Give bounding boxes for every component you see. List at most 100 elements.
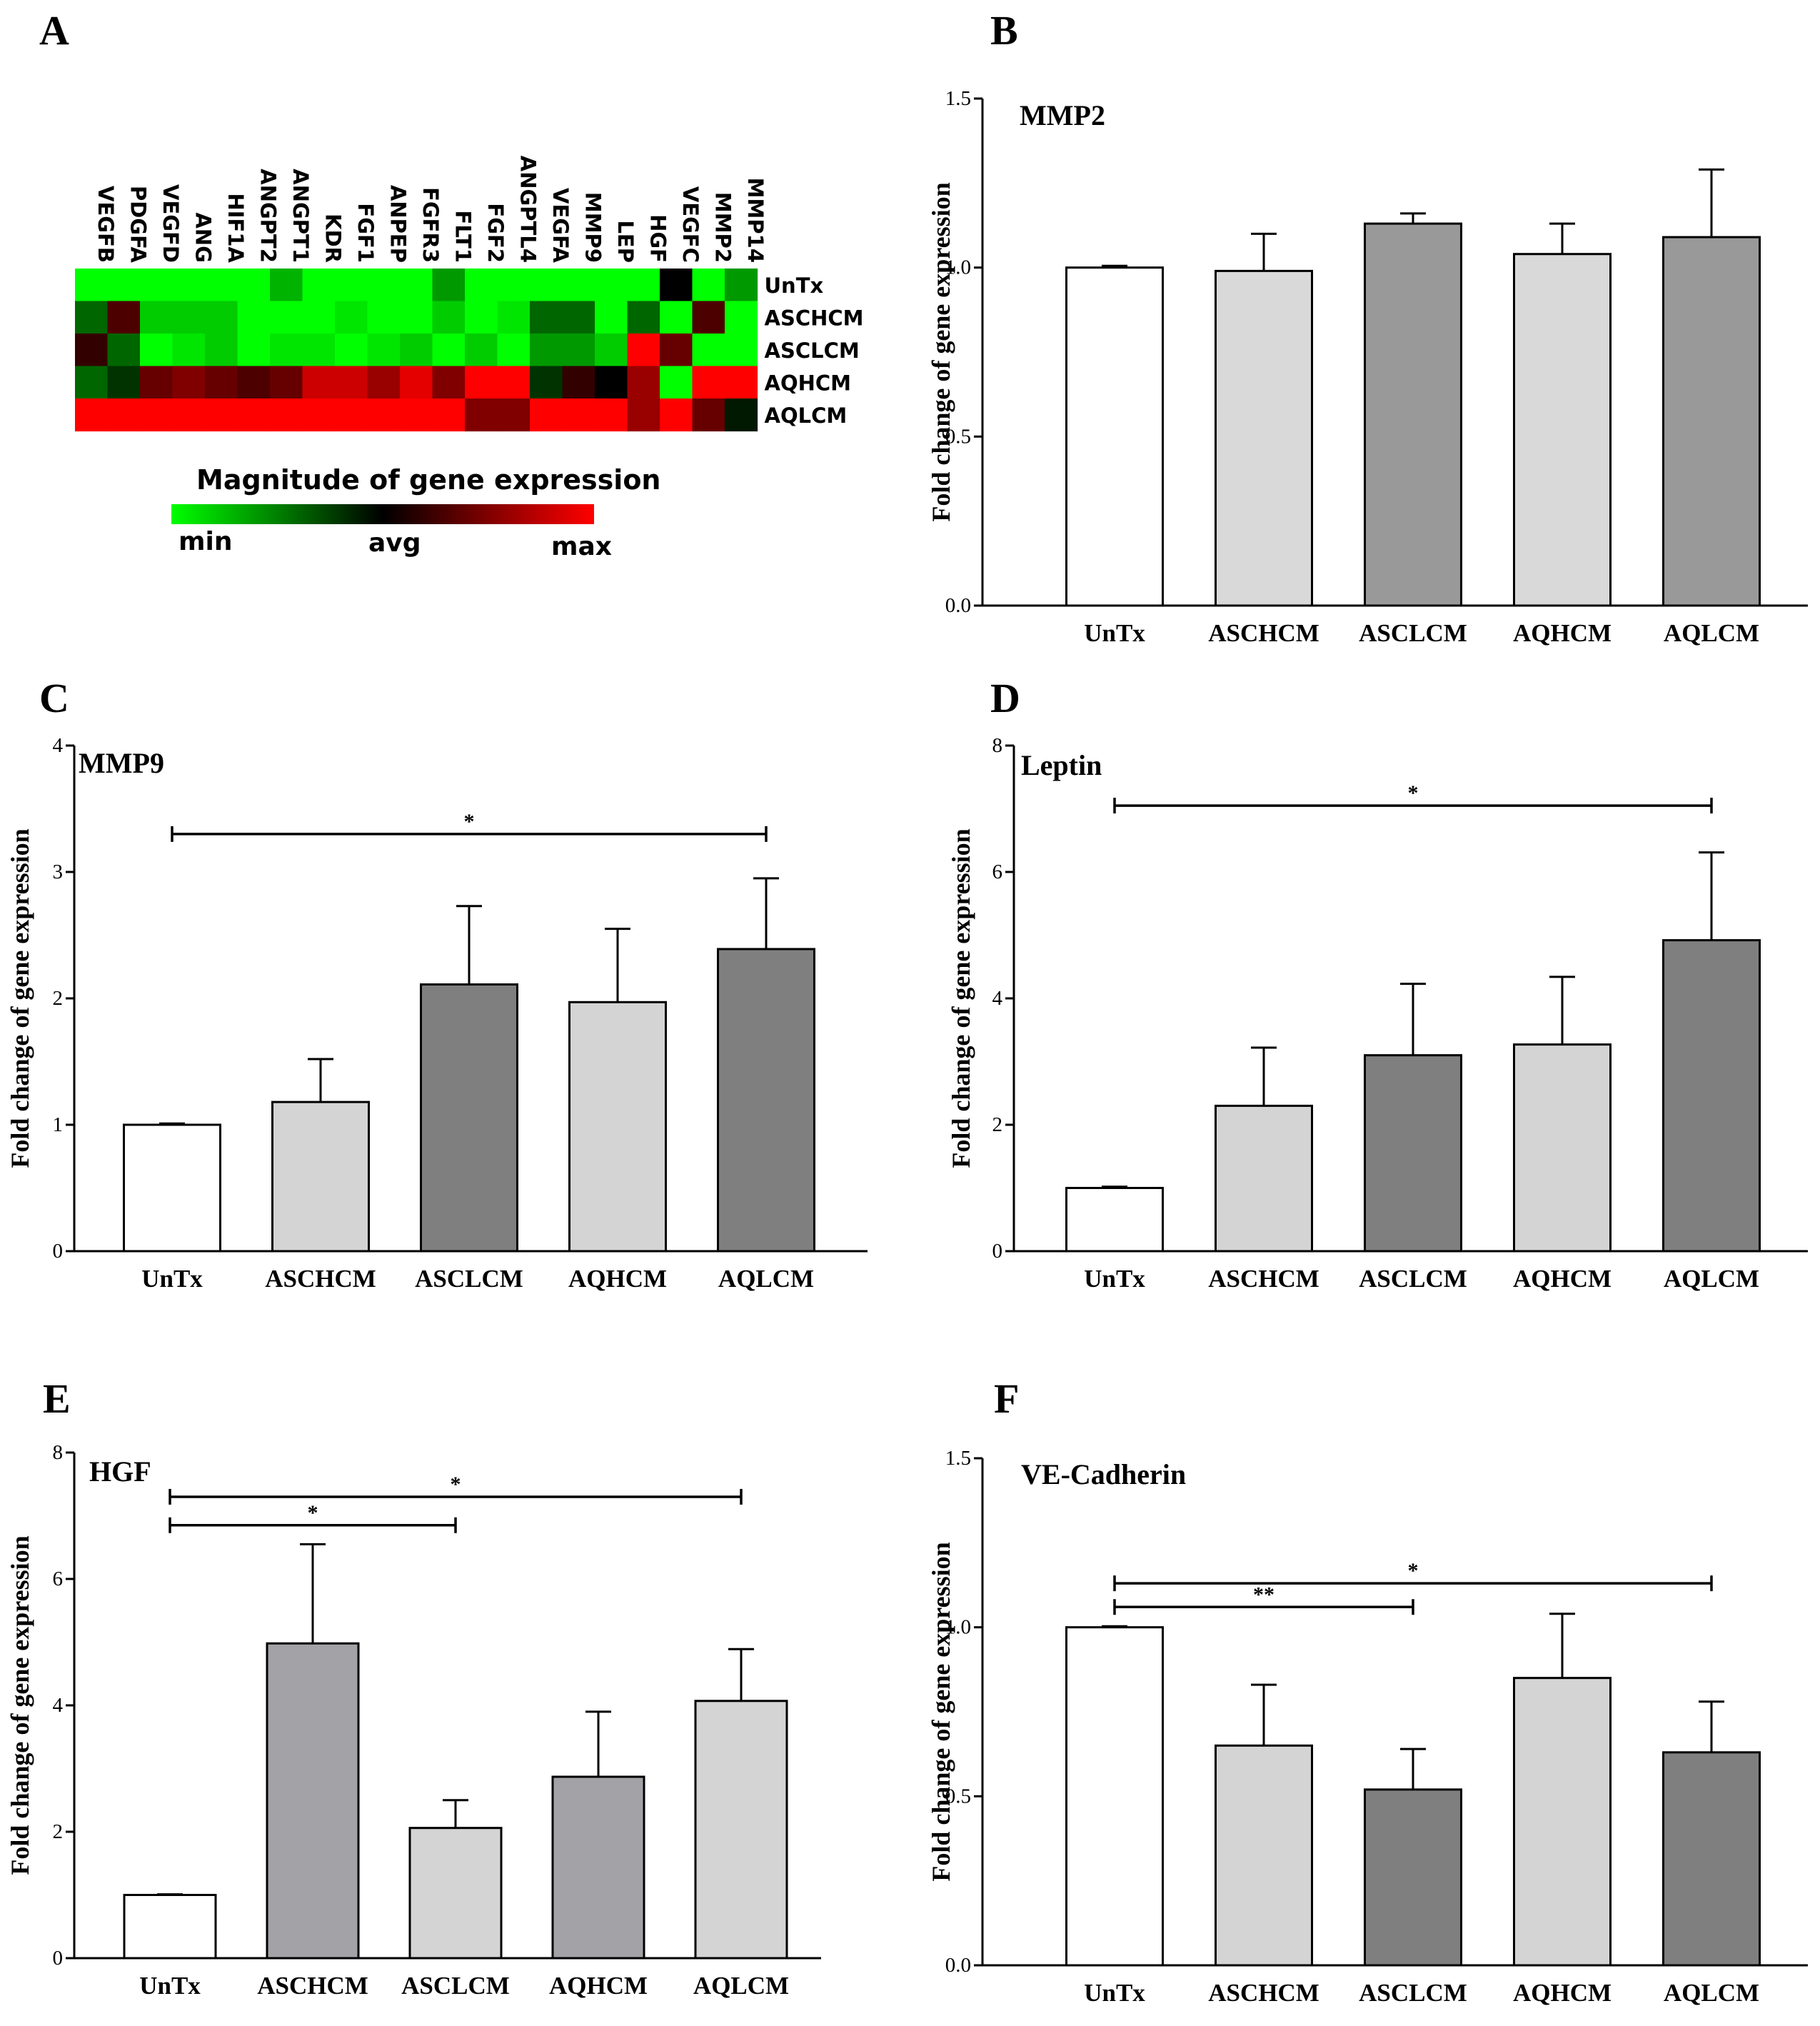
x-tick-label: AQHCM bbox=[568, 1265, 667, 1293]
heatmap-gene-label: MMP9 bbox=[580, 192, 605, 263]
heatmap-cell bbox=[400, 398, 433, 432]
heatmap-cell bbox=[465, 334, 498, 367]
heatmap-cell bbox=[367, 301, 401, 334]
heatmap-cell bbox=[497, 398, 531, 432]
heatmap-cell bbox=[75, 366, 109, 399]
bar bbox=[1364, 1054, 1462, 1253]
heatmap-cell bbox=[530, 366, 563, 399]
bar bbox=[408, 1827, 503, 1960]
heatmap-cell bbox=[107, 269, 141, 302]
chart-title: HGF bbox=[89, 1455, 151, 1488]
heatmap-cell bbox=[595, 269, 628, 302]
bar bbox=[1662, 1751, 1761, 1967]
heatmap-cell bbox=[497, 334, 531, 367]
heatmap-gene-label: ANGPT2 bbox=[256, 169, 280, 263]
heatmap-cell bbox=[75, 334, 109, 367]
bar bbox=[123, 1894, 217, 1960]
y-axis-label: Fold change of gene expression bbox=[947, 828, 975, 1168]
significance-label: * bbox=[451, 1473, 461, 1496]
heatmap-gene-label: ANGPT1 bbox=[288, 169, 313, 263]
heatmap-cell bbox=[562, 334, 595, 367]
x-tick-label: ASCHCM bbox=[257, 1972, 368, 2000]
heatmap-cell bbox=[595, 334, 628, 367]
heatmap-cell bbox=[237, 398, 271, 432]
x-tick-label: ASCHCM bbox=[1208, 1979, 1319, 2007]
heatmap-cell bbox=[172, 334, 206, 367]
bar bbox=[717, 948, 815, 1253]
heatmap-cell bbox=[367, 269, 401, 302]
heatmap-cell bbox=[562, 398, 595, 432]
heatmap-cell bbox=[237, 269, 271, 302]
heatmap-gene-label: VEGFC bbox=[678, 186, 703, 263]
bar bbox=[1215, 1104, 1313, 1253]
heatmap-cell bbox=[595, 398, 628, 432]
heatmap-cell bbox=[660, 366, 693, 399]
heatmap-cell bbox=[172, 398, 206, 432]
heatmap-cell bbox=[465, 366, 498, 399]
x-tick-label: UnTx bbox=[1084, 1265, 1145, 1293]
heatmap-cell bbox=[140, 366, 174, 399]
bar bbox=[1364, 222, 1462, 607]
y-tick-label: 1.5 bbox=[945, 87, 971, 110]
panel-d: D 0 2 4 6 8 Fold change of gene expression Lep… bbox=[947, 675, 1808, 1293]
x-tick-label: UnTx bbox=[141, 1265, 203, 1293]
heatmap-gene-label: ANGPTL4 bbox=[516, 156, 540, 263]
y-tick-label: 8 bbox=[992, 734, 1003, 757]
y-tick-label: 1.5 bbox=[945, 1447, 971, 1470]
significance-label: * bbox=[1408, 781, 1419, 805]
x-tick-label: UnTx bbox=[1084, 1979, 1145, 2007]
panel-label-a: A bbox=[39, 7, 69, 54]
heatmap-cell bbox=[335, 366, 368, 399]
bar bbox=[1662, 939, 1761, 1253]
panel-f: F 0.0 0.5 1.0 1.5 Fold change of gene expres… bbox=[927, 1375, 1808, 2007]
heatmap-gene-labels: VEGFB PDGFA VEGFD ANG HIF1A ANGPT2 ANGPT1 KDR FG… bbox=[94, 156, 768, 264]
heatmap-cell bbox=[465, 269, 498, 302]
y-tick-label: 4 bbox=[53, 1694, 64, 1717]
y-tick-label: 0.0 bbox=[945, 594, 971, 617]
panel-label-c: C bbox=[39, 675, 69, 721]
bar bbox=[1513, 253, 1612, 607]
heatmap-cell bbox=[237, 334, 271, 367]
heatmap-cell bbox=[627, 366, 660, 399]
y-tick-label: 4 bbox=[53, 734, 64, 757]
y-axis-label: Fold change of gene expression bbox=[6, 1535, 34, 1875]
y-tick-label: 2 bbox=[53, 1820, 64, 1843]
x-tick-label: UnTx bbox=[139, 1972, 201, 2000]
heatmap-cell bbox=[205, 334, 238, 367]
heatmap-cell bbox=[432, 269, 466, 302]
bar bbox=[1065, 1626, 1164, 1967]
panel-label-b: B bbox=[990, 7, 1018, 54]
heatmap-cell bbox=[270, 398, 303, 432]
heatmap-cell bbox=[692, 366, 725, 399]
heatmap-cell bbox=[107, 301, 141, 334]
x-tick-label: AQHCM bbox=[549, 1972, 648, 2000]
heatmap-cell bbox=[140, 301, 174, 334]
heatmap-cell bbox=[172, 366, 206, 399]
heatmap-gene-label: MMP2 bbox=[710, 192, 735, 263]
y-tick-label: 6 bbox=[992, 861, 1003, 883]
x-tick-label: ASCLCM bbox=[1359, 1265, 1467, 1293]
heatmap-cell bbox=[367, 334, 401, 367]
y-tick-label: 2 bbox=[992, 1113, 1003, 1136]
heatmap-gene-label: VEGFB bbox=[94, 186, 118, 263]
heatmap-cell bbox=[725, 334, 758, 367]
heatmap-cell bbox=[627, 398, 660, 432]
heatmap-gene-label: HIF1A bbox=[223, 194, 248, 264]
heatmap-cell bbox=[270, 301, 303, 334]
panel-c: C 0 1 2 3 4 Fold change of gene expression MMP… bbox=[6, 675, 868, 1293]
y-tick-label: 8 bbox=[53, 1441, 64, 1464]
heatmap-cell bbox=[107, 334, 141, 367]
heatmap-cell bbox=[302, 334, 336, 367]
heatmap-cell bbox=[627, 269, 660, 302]
heatmap-cell bbox=[432, 366, 466, 399]
heatmap-cell bbox=[432, 398, 466, 432]
bar bbox=[1065, 1187, 1164, 1253]
chart-title: MMP9 bbox=[79, 747, 164, 779]
heatmap-gene-label: LEP bbox=[613, 220, 638, 263]
heatmap-cell bbox=[725, 269, 758, 302]
heatmap-row-label: AQLCM bbox=[765, 403, 848, 428]
heatmap-cell bbox=[660, 301, 693, 334]
legend-label-min: min bbox=[179, 527, 232, 556]
bar bbox=[123, 1123, 221, 1253]
